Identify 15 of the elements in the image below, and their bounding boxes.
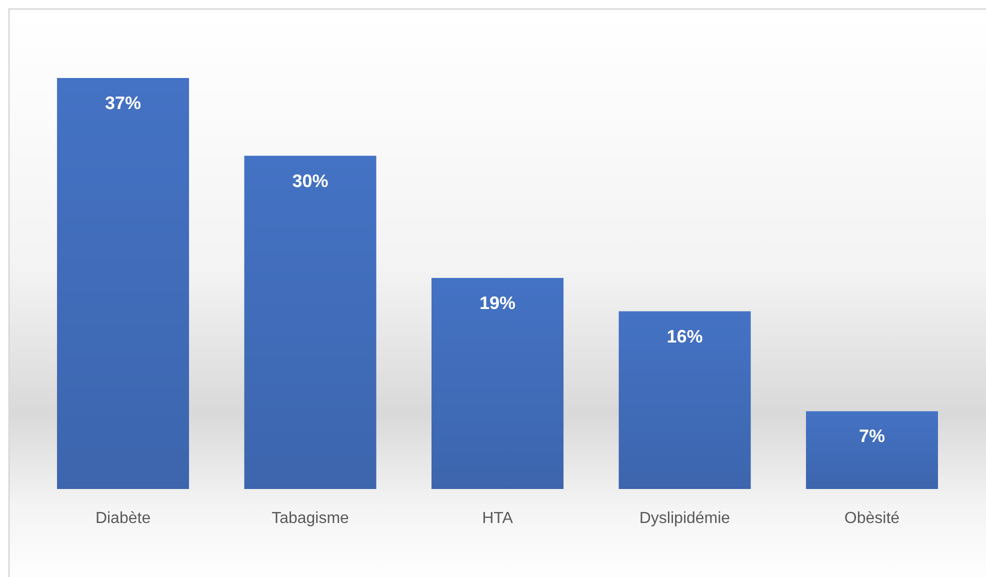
x-tick-label: HTA [482, 510, 514, 527]
x-tick-label: Dyslipidémie [639, 510, 730, 527]
x-tick-label: Obèsité [844, 510, 900, 527]
bar [432, 278, 564, 489]
data-label: 30% [292, 170, 328, 191]
bar [244, 156, 376, 489]
data-label: 16% [666, 326, 703, 346]
data-label: 7% [858, 426, 885, 446]
bar [618, 311, 751, 489]
bar [806, 411, 938, 489]
data-label: 19% [479, 292, 516, 313]
data-label: 37% [105, 93, 142, 113]
bar [57, 78, 190, 489]
x-tick-label: Tabagisme [272, 510, 350, 527]
x-tick-label: Diabète [95, 510, 151, 527]
